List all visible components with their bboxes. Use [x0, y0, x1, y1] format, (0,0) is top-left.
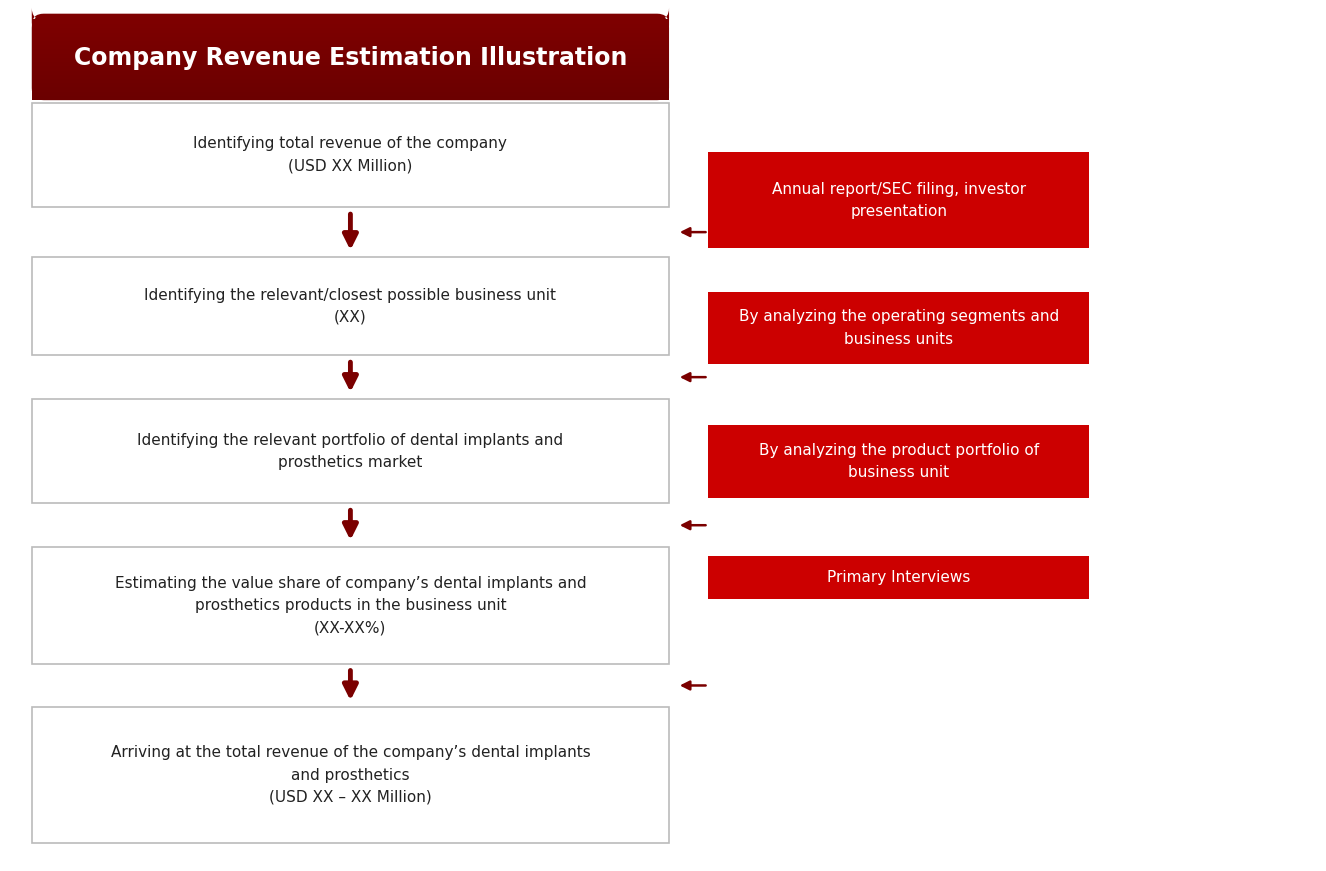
Bar — [32, 95, 670, 100]
Bar — [32, 65, 670, 71]
Bar — [32, 36, 670, 41]
Bar — [32, 78, 670, 84]
Bar — [32, 44, 670, 50]
Bar — [32, 399, 670, 503]
Text: By analyzing the product portfolio of
business unit: By analyzing the product portfolio of bu… — [758, 443, 1040, 480]
Text: Identifying the relevant/closest possible business unit
(XX): Identifying the relevant/closest possibl… — [145, 287, 557, 325]
Bar — [32, 61, 670, 66]
FancyBboxPatch shape — [32, 16, 670, 100]
Bar — [32, 57, 670, 62]
Bar — [32, 27, 670, 32]
Bar — [32, 707, 670, 843]
Text: Identifying the relevant portfolio of dental implants and
prosthetics market: Identifying the relevant portfolio of de… — [138, 433, 564, 469]
Bar — [32, 74, 670, 79]
Bar — [32, 547, 670, 664]
Text: Estimating the value share of company’s dental implants and
prosthetics products: Estimating the value share of company’s … — [114, 576, 586, 635]
Bar — [32, 53, 670, 58]
Bar — [32, 86, 670, 91]
Bar — [32, 19, 670, 24]
Bar — [32, 49, 670, 54]
FancyBboxPatch shape — [32, 8, 670, 25]
Bar — [32, 103, 670, 207]
Bar — [708, 292, 1090, 364]
Text: Primary Interviews: Primary Interviews — [827, 570, 971, 585]
Bar — [32, 91, 670, 96]
Bar — [32, 40, 670, 45]
Bar — [32, 31, 670, 37]
Bar — [708, 152, 1090, 248]
Bar — [32, 82, 670, 87]
Bar — [708, 556, 1090, 599]
Bar — [708, 425, 1090, 498]
Text: Company Revenue Estimation Illustration: Company Revenue Estimation Illustration — [74, 46, 627, 70]
Text: Identifying total revenue of the company
(USD XX Million): Identifying total revenue of the company… — [194, 137, 508, 173]
Bar — [32, 70, 670, 75]
Text: Annual report/SEC filing, investor
presentation: Annual report/SEC filing, investor prese… — [772, 182, 1026, 219]
Bar — [32, 24, 670, 29]
Text: By analyzing the operating segments and
business units: By analyzing the operating segments and … — [739, 309, 1059, 347]
Bar — [32, 257, 670, 355]
Text: Arriving at the total revenue of the company’s dental implants
and prosthetics
(: Arriving at the total revenue of the com… — [110, 746, 590, 805]
